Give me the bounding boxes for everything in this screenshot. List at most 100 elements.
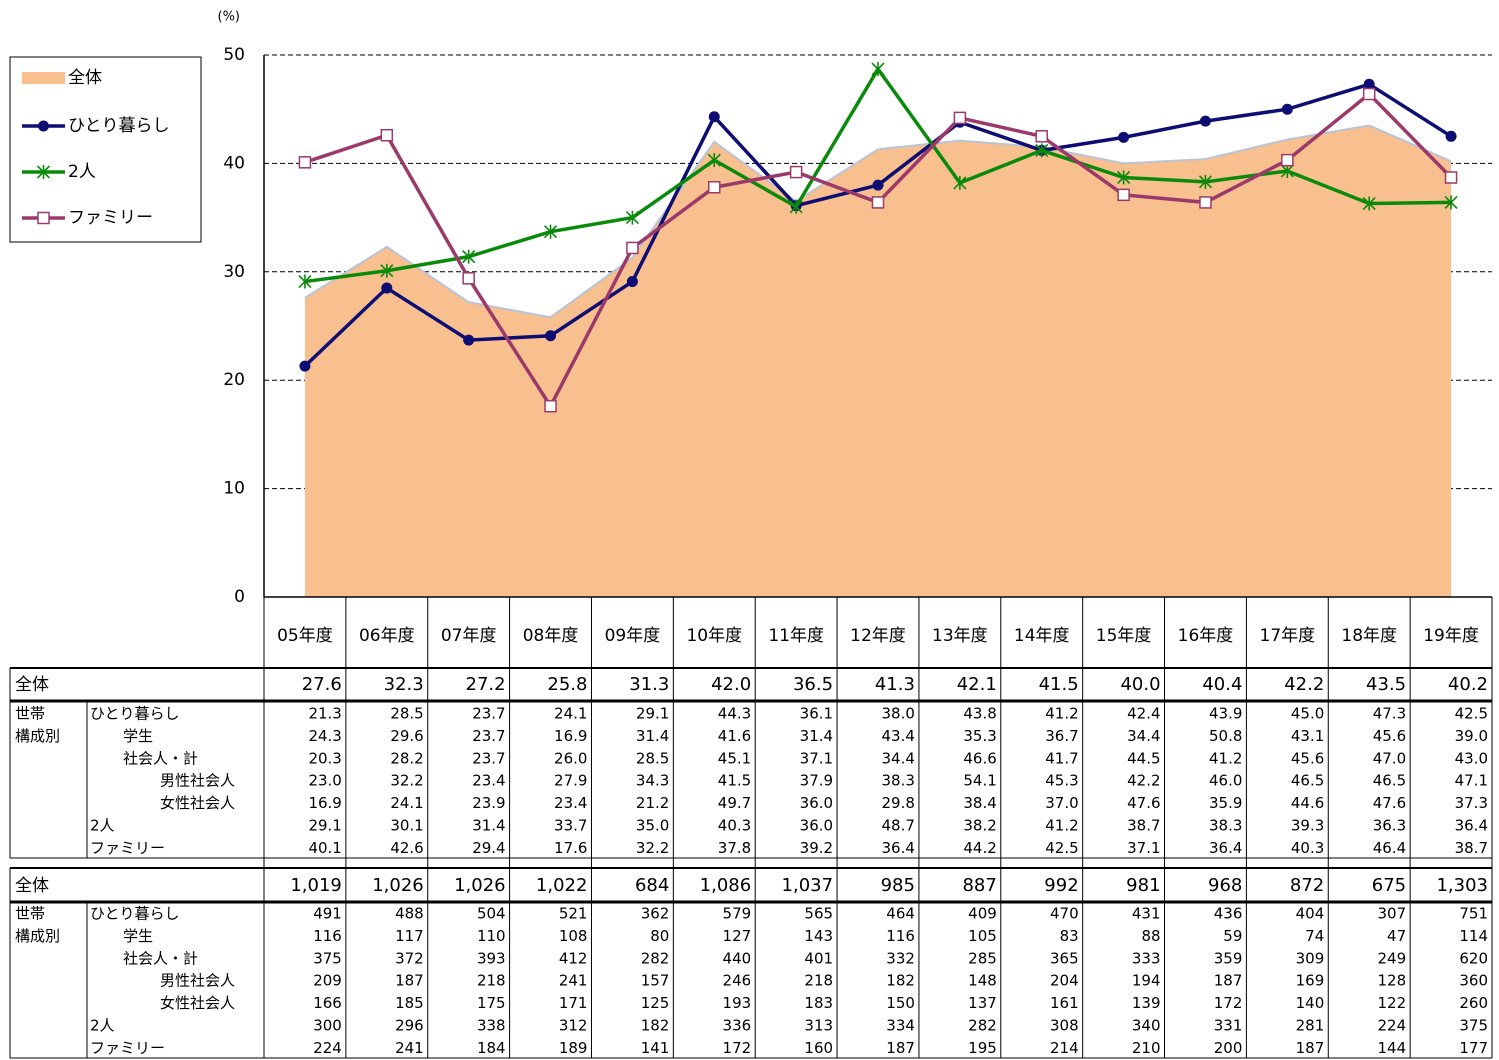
x-tick-label: 18年度 <box>1341 626 1397 646</box>
table-cell: 334 <box>886 1017 915 1035</box>
table-cell: 46.5 <box>1291 772 1324 790</box>
legend-label: ファミリー <box>68 208 153 228</box>
point <box>1362 87 1376 101</box>
table-cell: 579 <box>723 905 752 923</box>
point <box>625 210 639 225</box>
table-cell: 46.6 <box>963 749 996 767</box>
legend-swatch <box>22 72 65 84</box>
table-cell: 35.0 <box>636 817 669 835</box>
table-cell: 504 <box>477 905 506 923</box>
point <box>1198 174 1213 189</box>
table-cell: 16.9 <box>308 794 341 812</box>
point <box>1035 130 1048 143</box>
table-cell: 491 <box>313 905 342 923</box>
table-cell: 359 <box>1214 949 1243 967</box>
table-cell: 260 <box>1459 994 1488 1012</box>
table-cell: 40.2 <box>1448 674 1488 695</box>
table-cell: 31.4 <box>636 727 669 745</box>
table-cell: 21.2 <box>636 794 669 812</box>
table-cell: 307 <box>1377 905 1406 923</box>
table-cell: 38.3 <box>1209 817 1242 835</box>
point <box>298 156 312 169</box>
table-cell: 47.0 <box>1373 749 1406 767</box>
table-cell: 41.2 <box>1209 749 1242 767</box>
table-cell: 620 <box>1459 949 1488 967</box>
x-tick-label: 11年度 <box>768 626 824 646</box>
table-cell: 150 <box>886 994 915 1012</box>
table-cell: 108 <box>559 927 588 945</box>
table-cell: 1,022 <box>536 875 588 896</box>
table-cell: 362 <box>641 905 670 923</box>
point <box>380 128 394 142</box>
table-cell: 29.6 <box>390 727 423 745</box>
table-cell: 38.7 <box>1127 817 1160 835</box>
table-cell: 360 <box>1459 972 1488 990</box>
area-edge <box>304 124 1452 319</box>
table-cell: 38.7 <box>1455 839 1488 857</box>
table-cell: 224 <box>313 1039 342 1057</box>
table-cell: 313 <box>804 1017 833 1035</box>
table-cell: 116 <box>886 927 915 945</box>
table-cell: 193 <box>723 994 752 1012</box>
table-cell: 985 <box>881 875 915 896</box>
table-cell: 249 <box>1377 949 1406 967</box>
point <box>789 199 803 214</box>
point <box>871 196 885 209</box>
table-cell: 365 <box>1050 949 1079 967</box>
point <box>380 263 394 278</box>
table-cell: 404 <box>1296 905 1325 923</box>
table-cell: 189 <box>559 1039 588 1057</box>
table-cell: 285 <box>968 949 997 967</box>
table-cell: 40.0 <box>1120 674 1160 695</box>
table-cell: 214 <box>1050 1039 1079 1057</box>
table-cell: 27.6 <box>302 674 342 695</box>
group-label: 構成別 <box>15 927 60 945</box>
table-cell: 992 <box>1044 875 1078 896</box>
table-cell: 23.4 <box>554 794 587 812</box>
table-cell: 38.0 <box>882 705 915 723</box>
table-cell: 47 <box>1387 927 1406 945</box>
x-tick-label: 06年度 <box>359 626 415 646</box>
point <box>1445 130 1457 142</box>
point <box>1281 103 1293 115</box>
table-cell: 37.8 <box>718 839 751 857</box>
table-cell: 23.7 <box>472 749 505 767</box>
table-cell: 54.1 <box>963 772 996 790</box>
point <box>462 272 475 285</box>
table-cell: 184 <box>477 1039 506 1057</box>
x-tick-label: 07年度 <box>441 626 497 646</box>
table-cell: 27.2 <box>466 674 506 695</box>
table-cell: 37.3 <box>1455 794 1488 812</box>
table-cell: 122 <box>1377 994 1406 1012</box>
table-cell: 110 <box>477 927 506 945</box>
table-cell: 44.5 <box>1127 749 1160 767</box>
table-cell: 177 <box>1459 1039 1488 1057</box>
table-cell: 872 <box>1290 875 1324 896</box>
table-cell: 43.0 <box>1455 749 1488 767</box>
table-cell: 27.9 <box>554 772 587 790</box>
table-cell: 169 <box>1296 972 1325 990</box>
table-cell: 30.1 <box>390 817 423 835</box>
row-label: 男性社会人 <box>160 772 235 790</box>
row-label: 学生 <box>123 727 153 745</box>
table-cell: 40.3 <box>1291 839 1324 857</box>
table-cell: 34.3 <box>636 772 669 790</box>
table-cell: 172 <box>723 1039 752 1057</box>
table-cell: 1,019 <box>290 875 342 896</box>
table-cell: 194 <box>1132 972 1161 990</box>
table-cell: 47.3 <box>1373 705 1406 723</box>
table-cell: 1,026 <box>454 875 506 896</box>
table-cell: 41.5 <box>1039 674 1079 695</box>
x-tick-label: 15年度 <box>1096 626 1152 646</box>
row-label: 女性社会人 <box>160 994 235 1012</box>
table-cell: 312 <box>559 1017 588 1035</box>
point <box>953 111 967 125</box>
x-tick-label: 05年度 <box>277 626 333 646</box>
table-cell: 281 <box>1296 1017 1325 1035</box>
table-cell: 28.5 <box>390 705 423 723</box>
y-tick-label: 0 <box>234 587 245 607</box>
table-cell: 36.3 <box>1373 817 1406 835</box>
table-cell: 114 <box>1459 927 1488 945</box>
table-cell: 36.4 <box>1209 839 1242 857</box>
